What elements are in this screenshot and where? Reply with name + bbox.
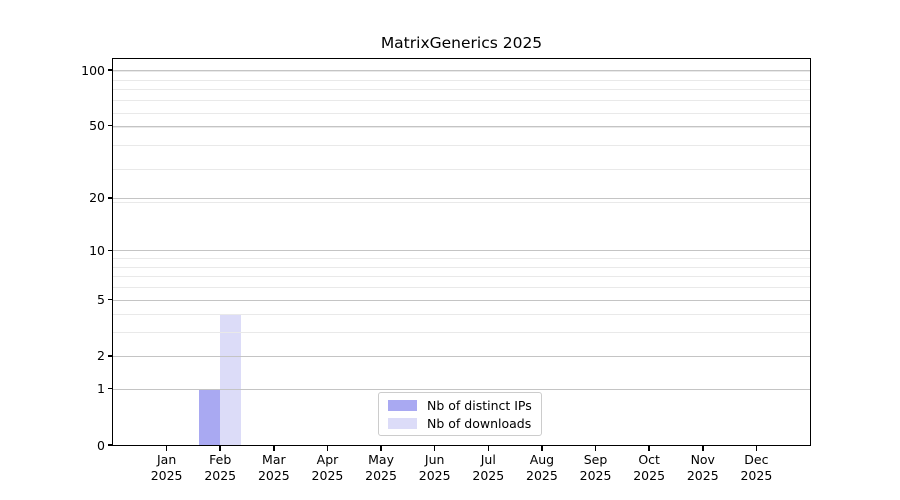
gridline-major [113,197,810,199]
y-tick [108,69,113,71]
gridline-minor [113,201,810,203]
gridline-minor [113,145,810,147]
x-tick-label: Jun 2025 [403,452,467,484]
legend-label-distinct-ips: Nb of distinct IPs [427,397,532,413]
gridline-minor [113,112,810,114]
x-tick-month: Nov [690,452,715,467]
legend-item-downloads: Nb of downloads [388,415,532,431]
gridline-minor [113,258,810,260]
y-tick-label: 20 [89,190,105,206]
y-tick-label: 5 [97,292,105,307]
x-tick [326,446,329,451]
x-tick-label: Jan 2025 [135,452,199,484]
x-tick-month: Feb [209,452,232,467]
x-tick-year: 2025 [311,468,344,483]
gridline-minor [113,286,810,288]
x-tick-month: Aug [529,452,555,467]
x-tick-year: 2025 [686,468,719,483]
x-tick [487,446,490,451]
gridline-minor [113,127,810,129]
x-tick-year: 2025 [633,468,666,483]
gridline-minor [113,314,810,316]
x-tick-year: 2025 [526,468,558,483]
x-tick [594,446,597,451]
y-tick [108,197,113,199]
y-tick-label: 10 [89,242,105,258]
x-tick-month: Sep [583,452,608,467]
y-tick [108,249,113,252]
y-tick-label: 0 [97,437,105,453]
gridline-minor [113,168,810,170]
x-tick-year: 2025 [472,468,505,483]
y-tick-label: 50 [89,118,105,134]
x-tick-year: 2025 [365,468,397,483]
gridline-major [113,299,810,301]
x-tick-month: May [368,452,394,467]
x-tick-year: 2025 [204,468,237,483]
y-tick-label: 1 [97,381,105,397]
y-tick [108,444,113,446]
x-tick [219,446,221,451]
x-tick-label: Apr 2025 [295,452,359,484]
x-tick-year: 2025 [257,468,290,483]
x-tick-label: Dec 2025 [724,452,788,484]
x-tick [380,446,382,451]
x-tick-label: Jul 2025 [456,452,520,484]
x-tick-label: Nov 2025 [671,452,735,484]
x-tick-month: Oct [638,452,660,467]
x-tick-label: May 2025 [349,452,413,484]
x-tick [648,446,650,451]
gridline-major [113,125,810,127]
gridline-minor [113,266,810,268]
y-tick [108,124,113,127]
x-tick-month: Jun [424,452,445,467]
x-tick-year: 2025 [418,468,451,483]
x-tick-label: Oct 2025 [617,452,681,484]
x-tick-year: 2025 [579,468,612,483]
x-tick-year: 2025 [150,468,183,483]
gridline-major [113,250,810,252]
x-tick-month: Mar [262,452,286,467]
gridline-minor [113,89,810,91]
x-tick-label: Feb 2025 [188,452,252,484]
legend-swatch-downloads [388,417,417,429]
chart-title: MatrixGenerics 2025 [380,34,543,52]
y-tick [108,298,113,301]
legend-swatch-distinct-ips [388,399,417,411]
x-tick [541,446,543,451]
x-tick-month: Jan [156,452,177,467]
gridline-minor [113,332,810,334]
x-tick-month: Jul [480,452,496,467]
x-tick-month: Apr [316,452,339,467]
x-tick-label: Sep 2025 [564,452,628,484]
bar-downloads-feb [220,314,242,445]
gridline-minor [113,276,810,278]
x-tick-year: 2025 [740,468,773,483]
gridline-minor [113,79,810,81]
legend: Nb of distinct IPs Nb of downloads [378,392,542,436]
x-tick [755,446,758,451]
gridline-minor [113,71,810,73]
x-tick [702,446,704,451]
x-tick-month: Dec [744,452,769,467]
x-tick-label: Mar 2025 [242,452,306,484]
x-tick [273,446,275,451]
y-tick-label: 2 [97,348,105,364]
gridline-major [113,70,810,72]
x-tick [165,446,168,451]
y-tick [108,387,113,390]
gridline-minor [113,100,810,101]
gridline-major [113,355,810,357]
gridline-major [113,388,810,390]
x-tick-label: Aug 2025 [510,452,574,484]
legend-label-downloads: Nb of downloads [427,415,532,431]
y-tick-label: 100 [81,62,105,78]
legend-item-distinct-ips: Nb of distinct IPs [388,397,532,413]
y-tick [108,355,113,357]
bar-distinct-ips-feb [199,388,221,445]
x-tick [433,446,436,451]
